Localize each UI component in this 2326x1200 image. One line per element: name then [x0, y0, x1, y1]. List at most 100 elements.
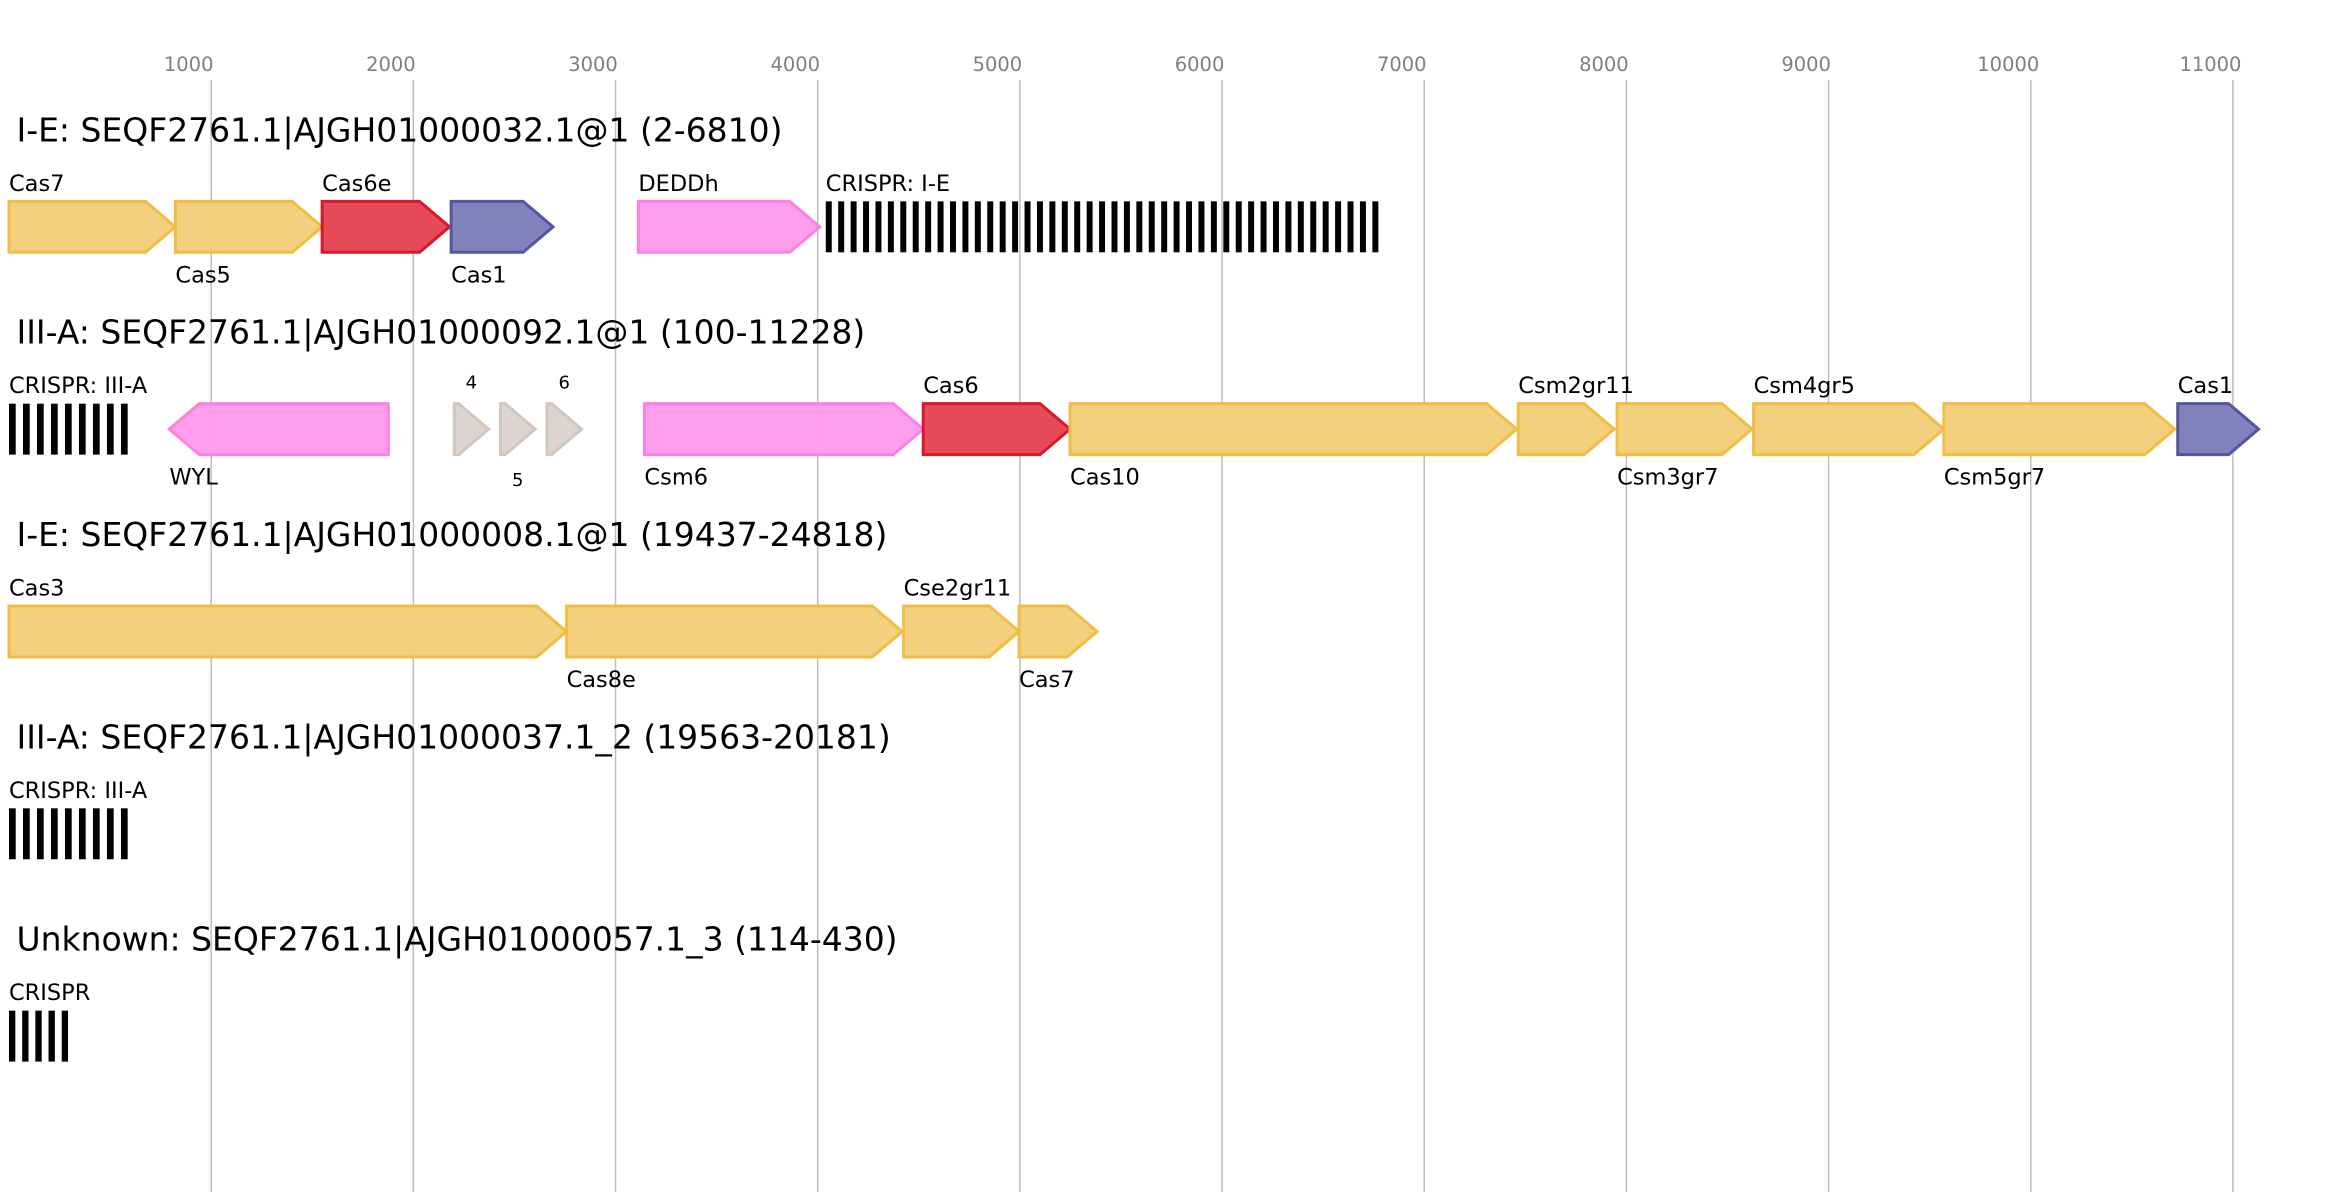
crispr-array [8, 808, 128, 860]
crispr-repeat [1248, 201, 1255, 253]
crispr-repeat [36, 808, 44, 860]
gene-arrow [173, 199, 325, 254]
gene-arrow [921, 402, 1073, 457]
gene-label: Cas7 [9, 171, 64, 197]
gene-arrow [2176, 402, 2261, 457]
crispr-repeat [1061, 201, 1068, 253]
crispr-repeat [863, 201, 870, 253]
gene-arrow [167, 402, 390, 457]
crispr-repeat [1136, 201, 1143, 253]
crispr-repeat [1198, 201, 1205, 253]
track: Unknown: SEQF2761.1|AJGH01000057.1_3 (11… [8, 920, 898, 1062]
crispr-label: CRISPR: III-A [9, 778, 148, 804]
crispr-repeat [1012, 201, 1019, 253]
crispr-repeat [950, 201, 956, 253]
crispr-repeat [1173, 201, 1180, 253]
crispr-repeat [64, 808, 72, 860]
crispr-repeat [1285, 201, 1292, 253]
crispr-repeat [1074, 201, 1081, 253]
crispr-repeat [1148, 201, 1155, 253]
track: III-A: SEQF2761.1|AJGH01000037.1_2 (1956… [8, 717, 891, 860]
gene-arrow [1017, 604, 1100, 659]
track: I-E: SEQF2761.1|AJGH01000032.1@1 (2-6810… [7, 110, 1379, 288]
gene-label: Cse2gr11 [904, 576, 1012, 602]
track-title: III-A: SEQF2761.1|AJGH01000037.1_2 (1956… [16, 717, 890, 756]
crispr-repeat [1322, 201, 1329, 253]
tick-label: 9000 [1781, 53, 1831, 76]
gene-label: WYL [169, 465, 218, 491]
gene-arrow [1752, 402, 1947, 457]
track-title: I-E: SEQF2761.1|AJGH01000008.1@1 (19437-… [16, 515, 887, 554]
gene-arrow [545, 402, 584, 457]
crispr-repeat [1036, 201, 1043, 253]
crispr-repeat [962, 201, 969, 253]
gene-arrow [565, 604, 905, 659]
gene-arrow [1615, 402, 1755, 457]
crispr-repeat [1372, 201, 1379, 253]
gene-arrow [452, 402, 491, 457]
crispr-repeat [838, 201, 845, 253]
gene-arrow [498, 402, 538, 457]
crispr-repeat [22, 1010, 29, 1062]
crispr-repeat [120, 808, 128, 860]
gene-label: 5 [512, 470, 523, 491]
crispr-repeat [937, 201, 944, 253]
locus-tracks: I-E: SEQF2761.1|AJGH01000032.1@1 (2-6810… [7, 110, 2261, 1062]
crispr-repeat [64, 403, 72, 455]
gene-label: 4 [466, 373, 477, 394]
tick-label: 2000 [366, 53, 416, 76]
crispr-repeat [912, 201, 919, 253]
crispr-repeat [1161, 201, 1168, 253]
tick-label: 4000 [770, 53, 820, 76]
crispr-repeat [1099, 201, 1106, 253]
crispr-label: CRISPR: I-E [826, 171, 950, 197]
crispr-repeat [78, 808, 86, 860]
tick-label: 6000 [1175, 53, 1225, 76]
gene-arrow [1068, 402, 1519, 457]
crispr-repeat [825, 201, 832, 253]
gene-label: DEDDh [638, 171, 718, 197]
crispr-array [8, 1010, 69, 1062]
crispr-repeat [1086, 201, 1093, 253]
crispr-repeat [850, 201, 857, 253]
crispr-repeat [1111, 201, 1118, 253]
gene-label: Cas5 [175, 262, 230, 288]
gene-arrow [1942, 402, 2178, 457]
crispr-repeat [1049, 201, 1056, 253]
crispr-repeat [8, 808, 16, 860]
crispr-repeat [1272, 201, 1279, 253]
crispr-array [8, 403, 128, 455]
crispr-label: CRISPR: III-A [9, 373, 148, 399]
crispr-repeat [22, 403, 30, 455]
crispr-label: CRISPR [9, 980, 90, 1006]
crispr-repeat [1310, 201, 1317, 253]
crispr-repeat [987, 201, 994, 253]
gene-label: Csm2gr11 [1518, 373, 1634, 399]
gene-label: Cas6e [322, 171, 391, 197]
crispr-repeat [8, 403, 16, 455]
tick-label: 5000 [973, 53, 1023, 76]
crispr-repeat [1024, 201, 1031, 253]
gene-label: Csm4gr5 [1754, 373, 1855, 399]
crispr-repeat [974, 201, 981, 253]
gene-arrow [7, 604, 569, 659]
crispr-repeat [875, 201, 882, 253]
crispr-array [825, 201, 1379, 253]
crispr-repeat [50, 403, 58, 455]
crispr-repeat [1260, 201, 1267, 253]
crispr-repeat [78, 403, 86, 455]
crispr-repeat [925, 201, 932, 253]
gene-label: 6 [559, 373, 570, 394]
crispr-repeat [120, 403, 128, 455]
gene-arrow [7, 199, 178, 254]
tick-label: 10000 [1977, 53, 2039, 76]
track: III-A: SEQF2761.1|AJGH01000092.1@1 (100-… [8, 313, 2261, 491]
tick-label: 11000 [2179, 53, 2241, 76]
gene-arrow [642, 402, 926, 457]
crispr-repeat [1186, 201, 1193, 253]
tick-label: 1000 [164, 53, 214, 76]
crispr-repeat [61, 1010, 69, 1062]
track-title: Unknown: SEQF2761.1|AJGH01000057.1_3 (11… [16, 920, 897, 959]
crispr-repeat [887, 201, 894, 253]
